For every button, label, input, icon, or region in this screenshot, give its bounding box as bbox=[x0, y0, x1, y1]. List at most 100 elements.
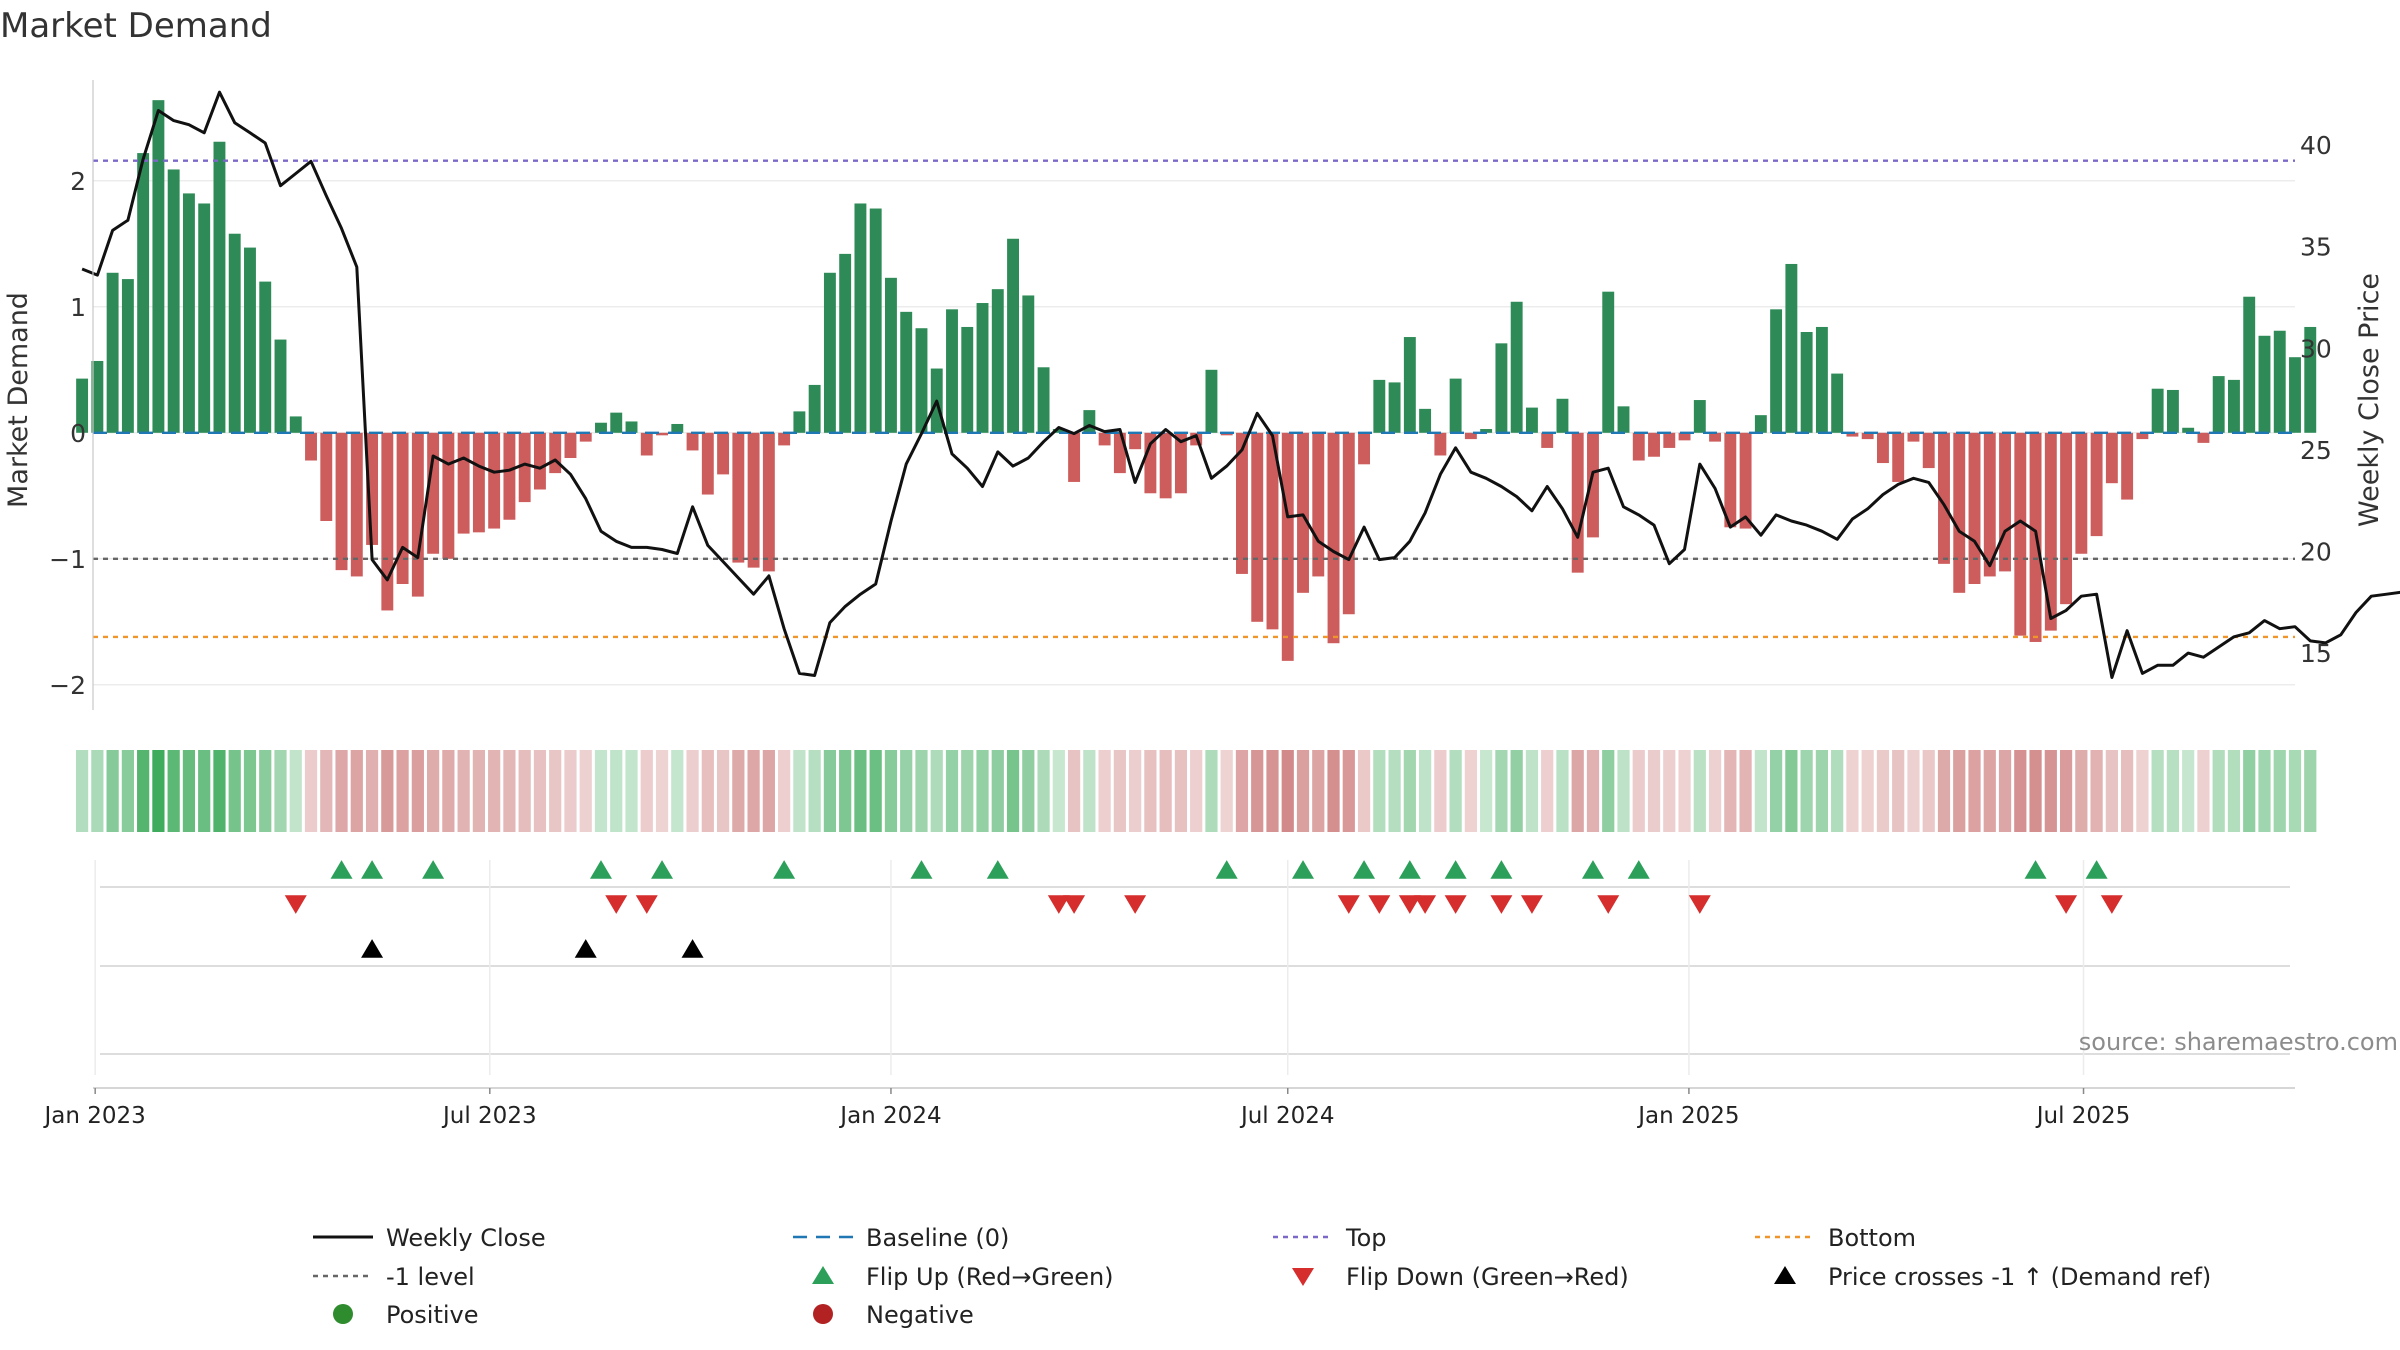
heat-strip-cell bbox=[2105, 750, 2118, 832]
demand-bar bbox=[1312, 432, 1325, 577]
heat-strip-cell bbox=[1586, 750, 1600, 832]
demand-bar bbox=[167, 169, 180, 433]
heat-strip-cell bbox=[1739, 750, 1752, 832]
demand-bar bbox=[2304, 326, 2317, 433]
demand-bar bbox=[1678, 432, 1691, 441]
demand-bar bbox=[1846, 432, 1859, 437]
heat-strip-cell bbox=[1220, 750, 1233, 832]
demand-bar bbox=[1083, 410, 1096, 433]
heat-strip-cell bbox=[732, 750, 745, 832]
demand-bar bbox=[381, 432, 394, 611]
heat-strip-cell bbox=[1632, 750, 1645, 832]
demand-bar bbox=[2243, 296, 2256, 433]
flip-down-marker bbox=[284, 895, 307, 914]
heat-strip-cell bbox=[91, 750, 104, 832]
heat-strip-cell bbox=[1083, 750, 1096, 832]
heat-strip-cell bbox=[991, 750, 1004, 832]
demand-bar bbox=[1831, 373, 1844, 433]
legend-label: Bottom bbox=[1828, 1224, 1916, 1252]
x-tick-label: Jan 2025 bbox=[1636, 1103, 1739, 1129]
demand-bar bbox=[427, 432, 440, 554]
y-tick-label: −1 bbox=[49, 545, 86, 574]
heat-strip-cell bbox=[1724, 750, 1737, 832]
heat-strip-cell bbox=[1037, 750, 1050, 832]
demand-bar bbox=[1403, 337, 1416, 433]
demand-bar bbox=[1907, 432, 1920, 442]
legend-label: Flip Up (Red→Green) bbox=[866, 1263, 1114, 1291]
demand-bar bbox=[610, 412, 623, 433]
demand-bar bbox=[1220, 432, 1233, 436]
heat-strip-cell bbox=[1342, 750, 1355, 832]
flip-up-marker bbox=[1398, 860, 1421, 879]
heat-strip-cell bbox=[655, 750, 669, 832]
heat-strip-cell bbox=[1968, 750, 1981, 832]
demand-bar bbox=[1297, 432, 1309, 593]
heat-strip-cell bbox=[1602, 750, 1615, 832]
y-tick-label: −2 bbox=[49, 671, 86, 700]
demand-bar bbox=[1938, 432, 1950, 564]
reference-lines bbox=[93, 159, 2295, 639]
demand-bar bbox=[656, 432, 668, 436]
heat-strip-cell bbox=[610, 750, 623, 832]
legend-item: Top bbox=[1273, 1224, 1387, 1252]
flip-up-marker bbox=[986, 860, 1009, 879]
demand-bar bbox=[976, 303, 989, 433]
demand-bar bbox=[885, 277, 897, 433]
heat-strip-cell bbox=[930, 750, 943, 832]
weekly-close-line bbox=[81, 90, 2400, 679]
demand-bar bbox=[1449, 378, 1462, 433]
x-tick-label: Jul 2025 bbox=[2035, 1103, 2131, 1129]
heat-strip-cell bbox=[1815, 750, 1829, 832]
demand-bar bbox=[2075, 432, 2088, 554]
heat-strip-cell bbox=[2258, 750, 2271, 832]
heat-strip-cell bbox=[472, 750, 485, 832]
heat-strip-cell bbox=[1510, 750, 1523, 832]
heat-strip-cell bbox=[854, 750, 867, 832]
y-tick-label-right: 35 bbox=[2300, 233, 2332, 262]
demand-bar bbox=[1159, 432, 1172, 499]
heat-strip-cell bbox=[1205, 750, 1218, 832]
heat-strip-cell bbox=[1464, 750, 1477, 832]
y-axis-label: Market Demand bbox=[3, 292, 34, 508]
x-tick-label: Jul 2024 bbox=[1239, 1103, 1335, 1129]
heat-strip-cell bbox=[1678, 750, 1691, 832]
heat-strip-cell bbox=[1129, 750, 1142, 832]
heat-strip-cell bbox=[304, 750, 318, 832]
heat-strip-cell bbox=[121, 750, 134, 832]
price-cross-marker bbox=[361, 939, 384, 958]
heat-strip-cell bbox=[274, 750, 287, 832]
flip-down-marker bbox=[1398, 895, 1421, 914]
demand-bar bbox=[2212, 376, 2225, 433]
demand-bar bbox=[1815, 326, 1828, 433]
heat-strip-cell bbox=[1067, 750, 1081, 832]
demand-bar bbox=[1999, 432, 2011, 572]
heat-strip-cell bbox=[137, 750, 150, 832]
demand-bar bbox=[411, 432, 424, 597]
demand-bar bbox=[457, 432, 470, 534]
demand-bar bbox=[915, 328, 928, 433]
flip-down-marker bbox=[1337, 895, 1360, 914]
demand-bar bbox=[518, 432, 531, 503]
heat-strip-cell bbox=[228, 750, 241, 832]
demand-bar bbox=[701, 432, 714, 495]
demand-bar bbox=[854, 203, 867, 433]
demand-bar bbox=[1892, 432, 1905, 482]
legend-swatch bbox=[1292, 1268, 1314, 1286]
demand-bar bbox=[2090, 432, 2103, 537]
heat-strip-cell bbox=[839, 750, 852, 832]
demand-bar bbox=[1968, 432, 1981, 584]
source-label: source: sharemaestro.com bbox=[2079, 1028, 2398, 1056]
heat-strip-cell bbox=[884, 750, 898, 832]
heat-strip-cell bbox=[1525, 750, 1539, 832]
demand-bar bbox=[1632, 432, 1645, 461]
heat-strip-cell bbox=[152, 750, 165, 832]
x-tick-label: Jul 2023 bbox=[441, 1103, 537, 1129]
flip-down-marker bbox=[2055, 895, 2078, 914]
heat-strip-cell bbox=[1571, 750, 1584, 832]
flip-down-marker bbox=[1047, 895, 1070, 914]
demand-bar bbox=[1617, 406, 1630, 433]
heat-strip-cell bbox=[2212, 750, 2225, 832]
demand-bar bbox=[1419, 408, 1432, 433]
heat-strip-cell bbox=[686, 750, 699, 832]
